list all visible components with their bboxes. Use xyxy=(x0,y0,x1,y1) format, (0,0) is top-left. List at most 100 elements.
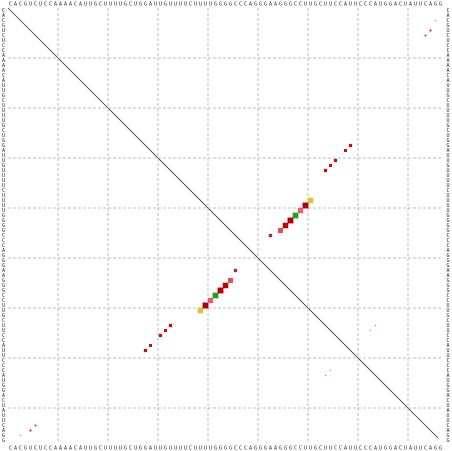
pair-dot xyxy=(158,333,163,338)
sequence-letter: C xyxy=(299,2,302,8)
sequence-letter: U xyxy=(446,108,449,114)
pair-dot xyxy=(323,168,328,173)
pair-dot xyxy=(302,202,309,209)
sequence-letter: U xyxy=(169,2,172,8)
sequence-letter: C xyxy=(446,358,449,364)
sequence-letter: U xyxy=(2,38,5,44)
sequence-letter: U xyxy=(354,2,357,8)
sequence-letter: G xyxy=(289,2,292,8)
sequence-letter: A xyxy=(394,446,397,451)
pair-dot xyxy=(333,158,338,163)
sequence-letter: U xyxy=(324,2,327,8)
pair-dot xyxy=(369,329,372,332)
sequence-letter: G xyxy=(229,446,232,451)
sequence-letter: C xyxy=(446,8,449,14)
sequence-letter: C xyxy=(34,446,37,451)
sequence-letter: C xyxy=(446,293,449,299)
sequence-letter: U xyxy=(446,353,449,359)
sequence-letter: G xyxy=(2,438,5,444)
sequence-letter: U xyxy=(2,308,5,314)
sequence-letter: A xyxy=(269,446,272,451)
sequence-letter: C xyxy=(359,446,362,451)
sequence-letter: A xyxy=(374,2,377,8)
sequence-letter: U xyxy=(446,418,449,424)
sequence-letter: A xyxy=(2,248,5,254)
sequence-letter: C xyxy=(446,298,449,304)
sequence-letter: G xyxy=(314,446,317,451)
sequence-letter: C xyxy=(2,358,5,364)
pair-dot xyxy=(217,287,224,294)
sequence-letter: G xyxy=(229,2,232,8)
sequence-letter: G xyxy=(2,223,5,229)
sequence-letter: C xyxy=(2,73,5,79)
sequence-letter: U xyxy=(179,2,182,8)
sequence-letter: G xyxy=(2,288,5,294)
sequence-letter: G xyxy=(446,278,449,284)
sequence-letter: C xyxy=(446,233,449,239)
pair-dot xyxy=(212,292,219,299)
sequence-letter: A xyxy=(249,446,252,451)
sequence-letter: U xyxy=(2,328,5,334)
sequence-letter: C xyxy=(446,318,449,324)
sequence-letter: G xyxy=(439,2,442,8)
sequence-letter: A xyxy=(2,53,5,59)
sequence-letter: U xyxy=(2,88,5,94)
sequence-letter: A xyxy=(446,58,449,64)
sequence-letter: C xyxy=(446,43,449,49)
sequence-letter: U xyxy=(2,418,5,424)
sequence-letter: C xyxy=(129,2,132,8)
sequence-letter: C xyxy=(446,33,449,39)
sequence-letter: U xyxy=(349,2,352,8)
pair-dot xyxy=(207,297,214,304)
pair-dot xyxy=(227,277,234,284)
sequence-letter: C xyxy=(2,48,5,54)
sequence-letter: A xyxy=(69,2,72,8)
sequence-letter: A xyxy=(149,2,152,8)
sequence-letter: U xyxy=(109,446,112,451)
sequence-letter: U xyxy=(329,2,332,8)
sequence-letter: U xyxy=(2,173,5,179)
sequence-letter: U xyxy=(419,446,422,451)
sequence-letter: C xyxy=(189,446,192,451)
sequence-letter: U xyxy=(29,446,32,451)
sequence-letter: C xyxy=(49,2,52,8)
sequence-letter: A xyxy=(14,2,17,8)
sequence-letter: U xyxy=(2,158,5,164)
sequence-letter: A xyxy=(2,78,5,84)
sequence-letter: U xyxy=(404,446,407,451)
sequence-letter: C xyxy=(2,233,5,239)
sequence-letter: A xyxy=(429,446,432,451)
sequence-letter: G xyxy=(124,446,127,451)
sequence-letter: U xyxy=(199,2,202,8)
sequence-letter: U xyxy=(114,446,117,451)
sequence-letter: G xyxy=(289,446,292,451)
sequence-letter: G xyxy=(224,446,227,451)
sequence-letter: G xyxy=(2,23,5,29)
sequence-letter: A xyxy=(409,446,412,451)
pair-dot xyxy=(202,302,209,309)
sequence-letter: U xyxy=(174,446,177,451)
sequence-letter: C xyxy=(446,73,449,79)
pair-dot xyxy=(329,369,332,372)
sequence-letter: G xyxy=(224,2,227,8)
sequence-letter: U xyxy=(2,113,5,119)
sequence-letter: C xyxy=(2,98,5,104)
sequence-letter: C xyxy=(399,446,402,451)
pair-dot xyxy=(329,164,332,167)
sequence-letter: U xyxy=(2,168,5,174)
pair-dot xyxy=(344,149,347,152)
sequence-letter: U xyxy=(104,446,107,451)
sequence-letter: C xyxy=(44,2,47,8)
sequence-letter: G xyxy=(2,138,5,144)
pair-dot xyxy=(197,307,204,314)
sequence-letter: C xyxy=(2,338,5,344)
sequence-letter: U xyxy=(159,2,162,8)
sequence-letter: C xyxy=(2,318,5,324)
sequence-letter: A xyxy=(59,446,62,451)
sequence-letter: U xyxy=(379,446,382,451)
sequence-letter: G xyxy=(2,143,5,149)
sequence-letter: U xyxy=(349,446,352,451)
pair-dot xyxy=(34,424,37,427)
sequence-letter: U xyxy=(446,83,449,89)
sequence-letter: C xyxy=(446,363,449,369)
